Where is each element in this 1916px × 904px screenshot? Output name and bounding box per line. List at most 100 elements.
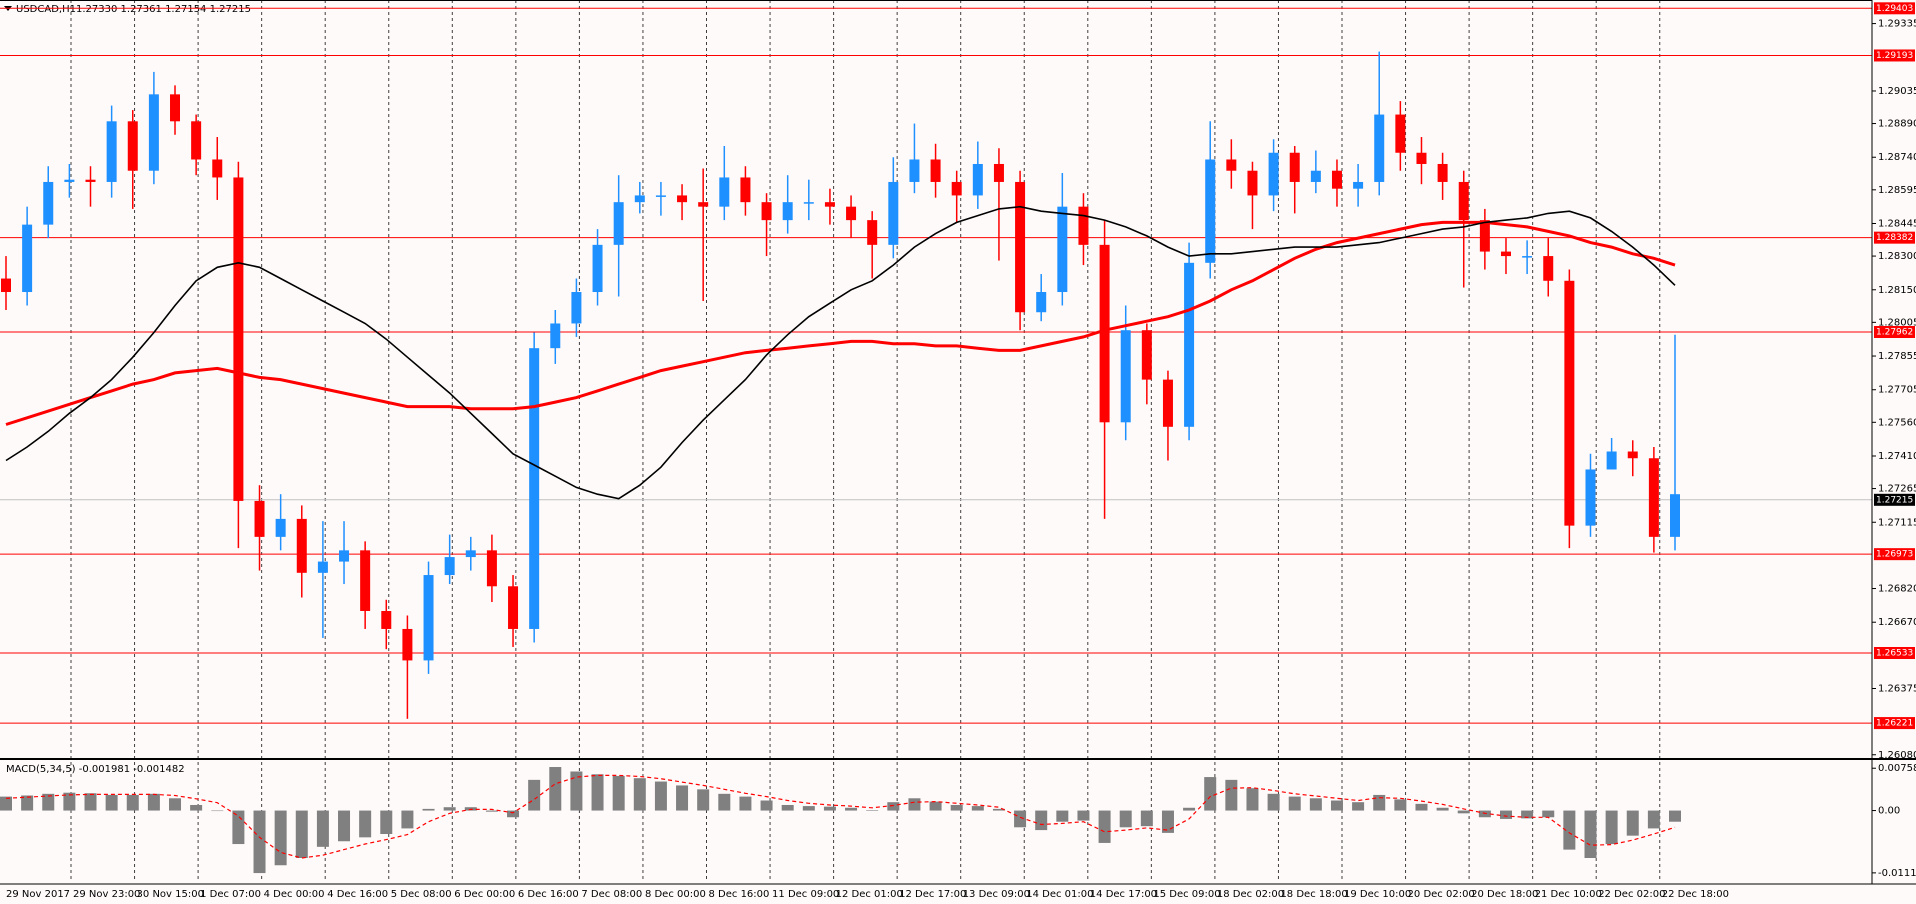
macd-bar [1563,810,1576,850]
x-tick-label: 8 Dec 16:00 [709,889,770,900]
candle-body [1078,206,1089,245]
candle-body [550,323,561,349]
candle-body [212,159,223,178]
macd-bar [232,810,245,845]
candle-body [1437,163,1448,182]
macd-bar [1584,810,1597,858]
candle-body [444,557,455,576]
candle-body [1374,114,1385,182]
candle-body [1205,159,1216,263]
y-tick-label: 1.28890 [1878,119,1916,130]
level-label-bg [1874,548,1915,561]
macd-bar [190,804,203,811]
macd-bar [1077,810,1090,821]
candle-body [22,224,33,293]
y-tick-label: 1.27410 [1878,451,1916,462]
level-label: 1.27962 [1876,328,1913,338]
macd-bar [908,798,921,811]
candle-body [1331,170,1342,189]
candle-body [846,206,857,221]
macd-bar [823,806,836,811]
x-tick-label: 18 Dec 18:00 [1280,889,1347,900]
candle-body [1585,469,1596,526]
candle-body [127,121,138,171]
y-tick-label: 1.26080 [1878,750,1916,761]
candle-body [634,195,645,203]
macd-bar [1478,810,1491,818]
candle-body [824,202,835,207]
candle-body [339,550,350,562]
candle-body [1648,458,1659,537]
macd-bar [0,796,12,811]
macd-bar [1140,810,1153,827]
x-tick-label: 11 Dec 09:00 [772,889,839,900]
candle-body [1057,206,1068,293]
candle-body [655,195,666,197]
x-tick-label: 8 Dec 00:00 [645,889,706,900]
macd-bar [401,810,414,829]
candle-body [1416,152,1427,164]
macd-bar [929,801,942,811]
candle-body [486,550,497,587]
macd-bar [422,808,435,811]
macd-bar [295,810,308,858]
macd-bar [147,793,160,811]
candle-body [1120,330,1131,423]
x-tick-label: 20 Dec 18:00 [1471,889,1538,900]
signal-line [5,774,1676,859]
candle-body [571,292,582,324]
candle-body [529,348,540,629]
y-tick-label: 1.26670 [1878,617,1916,628]
macd-bar [1352,802,1365,811]
candle-body [85,179,96,182]
x-tick-label: 7 Dec 08:00 [581,889,642,900]
macd-bar [781,804,794,811]
candle-body [1395,114,1406,153]
candle-body [1670,494,1680,537]
x-tick-label: 29 Nov 23:00 [73,889,140,900]
y-tick-label: 1.28595 [1878,185,1916,196]
candle-body [1564,280,1575,526]
x-tick-label: 6 Dec 16:00 [518,889,579,900]
macd-bar [1605,810,1618,845]
candle-body [465,550,476,558]
macd-bar [507,810,520,818]
y-tick-label: 1.28445 [1878,219,1916,230]
candle-body [360,550,371,611]
macd-bar [169,798,182,811]
macd-bar [887,802,900,811]
macd-bar [1647,810,1660,829]
candle-body [1184,262,1195,427]
candle-body [1310,170,1321,182]
ohlc-info: 1.27330 1.27361 1.27154 1.27215 [76,4,251,15]
candle-body [740,177,751,203]
candle-body [719,177,730,207]
level-label: 1.28382 [1876,233,1913,243]
candle-body [317,561,328,573]
x-tick-label: 12 Dec 01:00 [836,889,903,900]
y-tick-label: 1.28150 [1878,285,1916,296]
macd-bar [591,774,604,811]
macd-bar [126,794,139,811]
candle-body [782,202,793,221]
macd-bar [1119,810,1132,828]
macd-bar [570,771,583,811]
last-price-bg [1874,493,1915,506]
candle-body [296,518,307,573]
macd-bar [612,775,625,811]
candle-body [1353,181,1364,189]
y-tick-label: 0.007584 [1878,763,1916,774]
candle-body [909,159,920,182]
candle-body [592,244,603,293]
macd-bar [676,785,689,811]
macd-bar [760,800,773,811]
macd-bar [1246,788,1259,811]
y-tick-label: 0.00 [1878,806,1900,817]
macd-bar [274,810,287,866]
candle-body [1500,251,1511,257]
macd-bar [42,793,55,811]
macd-bar [1183,807,1196,811]
macd-bar [211,810,224,812]
candle-body [148,94,159,171]
